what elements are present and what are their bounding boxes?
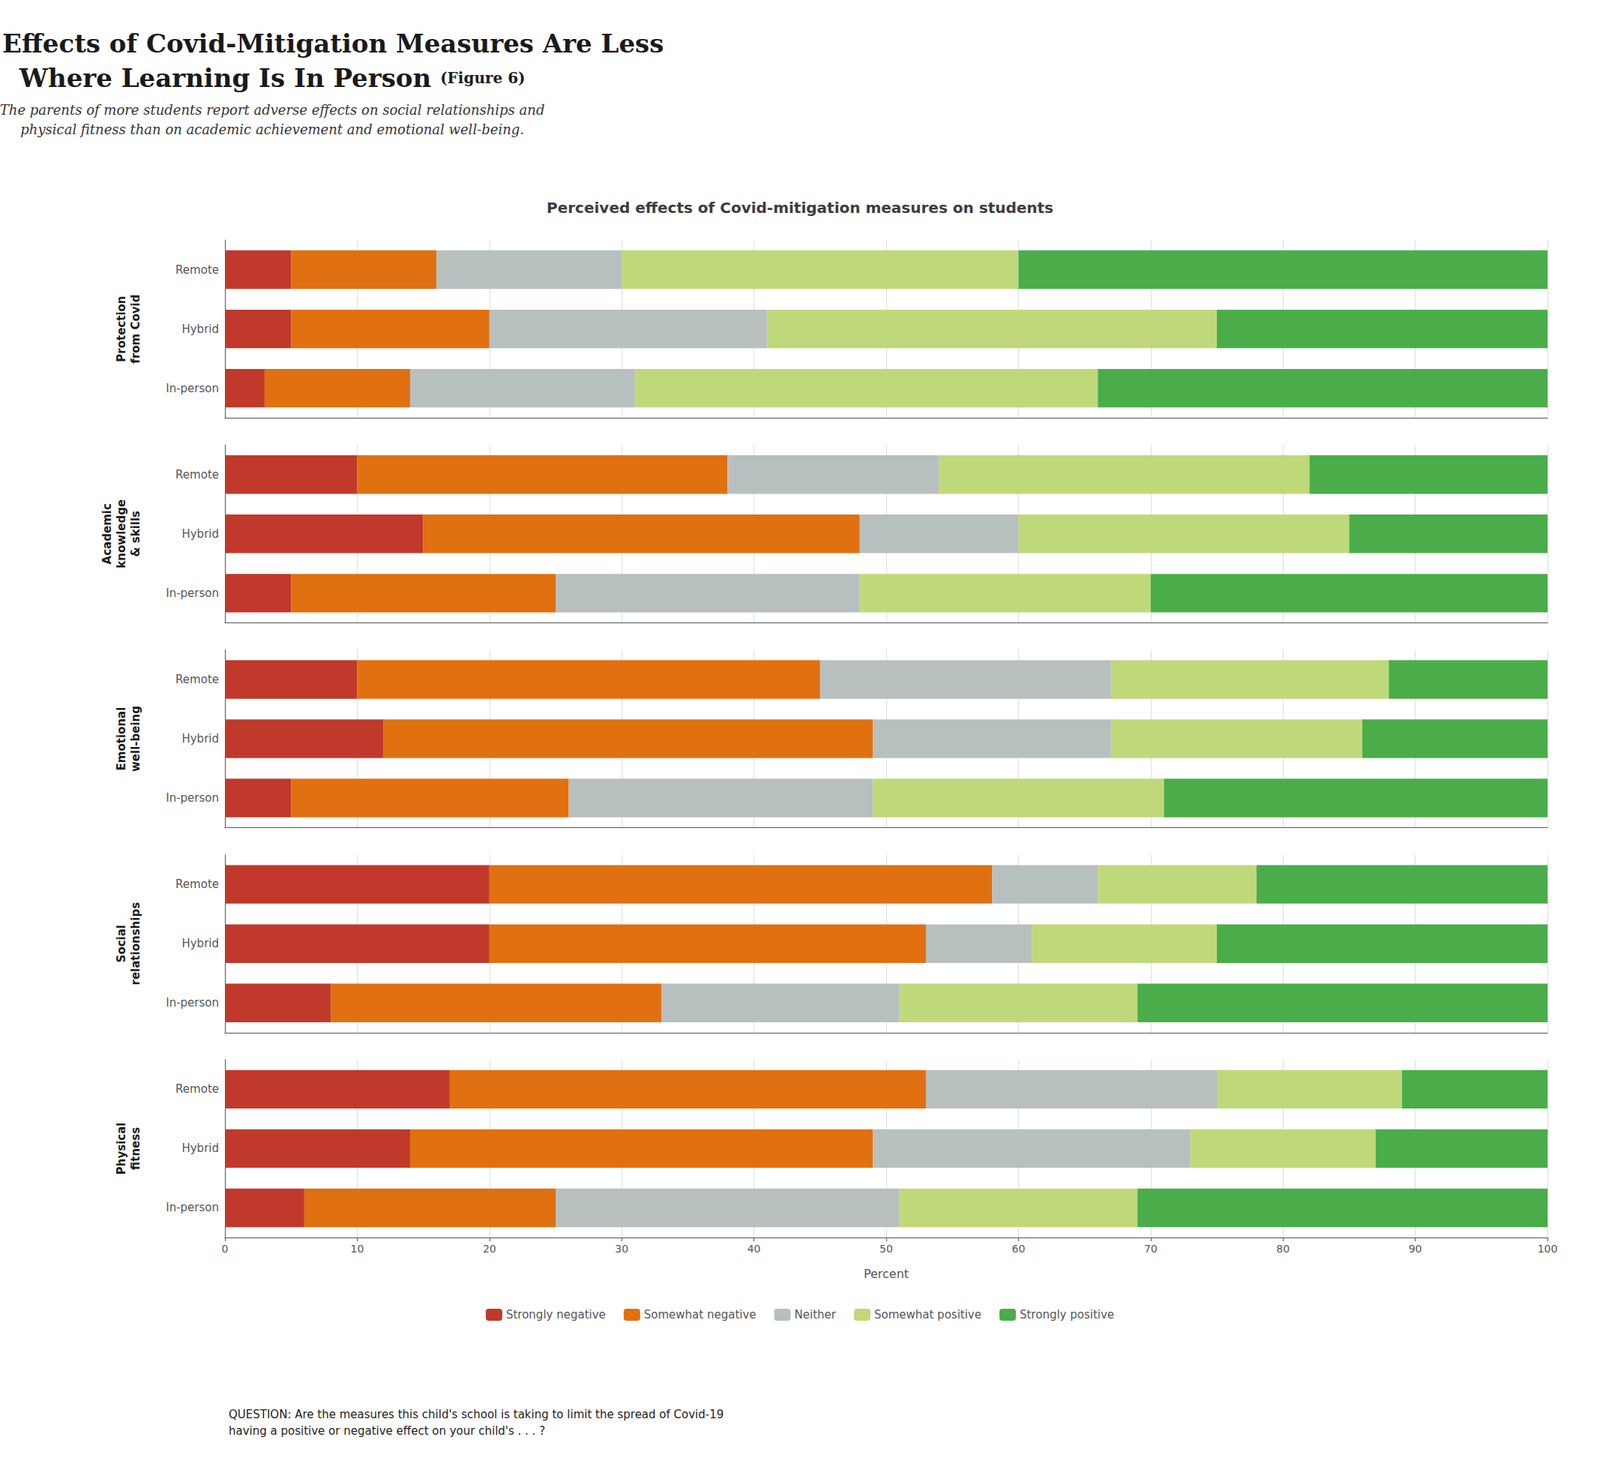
svg-text:60: 60	[1011, 1242, 1025, 1255]
svg-text:90: 90	[1408, 1242, 1423, 1255]
svg-text:Perceived effects of Covid-mit: Perceived effects of Covid-mitigation me…	[546, 198, 1054, 217]
svg-text:having a positive or negative: having a positive or negative effect on …	[228, 1423, 546, 1438]
svg-text:from Covid: from Covid	[128, 294, 143, 364]
svg-text:Strongly negative: Strongly negative	[506, 1307, 606, 1322]
svg-text:Somewhat positive: Somewhat positive	[874, 1307, 982, 1322]
svg-text:10: 10	[350, 1242, 364, 1255]
svg-text:QUESTION: Are the measures thi: QUESTION: Are the measures this child's …	[228, 1407, 724, 1421]
svg-text:Remote: Remote	[175, 877, 219, 891]
svg-text:(Figure 6): (Figure 6)	[440, 68, 525, 87]
svg-text:Neither: Neither	[794, 1307, 837, 1322]
svg-text:fitness: fitness	[128, 1126, 143, 1170]
svg-text:Hybrid: Hybrid	[181, 936, 219, 950]
svg-text:80: 80	[1276, 1242, 1290, 1255]
svg-text:knowledge: knowledge	[114, 499, 129, 569]
svg-text:Academic: Academic	[100, 503, 114, 564]
svg-text:Strongly positive: Strongly positive	[1019, 1307, 1115, 1322]
svg-text:relationships: relationships	[128, 901, 143, 986]
svg-text:In-person: In-person	[165, 1200, 219, 1214]
svg-text:Remote: Remote	[175, 263, 219, 277]
svg-text:Physical: Physical	[114, 1122, 129, 1175]
svg-text:Where Learning Is In Person: Where Learning Is In Person	[18, 62, 432, 93]
svg-text:Hybrid: Hybrid	[181, 731, 219, 746]
svg-text:50: 50	[879, 1242, 893, 1255]
svg-text:Hybrid: Hybrid	[181, 322, 219, 336]
svg-text:physical fitness than on acade: physical fitness than on academic achiev…	[20, 121, 525, 138]
svg-text:Hybrid: Hybrid	[181, 1141, 219, 1155]
svg-text:& skills: & skills	[128, 510, 143, 558]
svg-text:70: 70	[1144, 1242, 1158, 1255]
svg-text:Adverse Effects of Covid-Mitig: Adverse Effects of Covid-Mitigation Meas…	[0, 28, 664, 59]
svg-text:30: 30	[614, 1242, 629, 1255]
svg-text:well-being: well-being	[128, 705, 143, 772]
svg-text:Percent: Percent	[863, 1266, 909, 1281]
svg-text:In-person: In-person	[165, 381, 219, 396]
svg-text:Remote: Remote	[175, 1081, 219, 1096]
svg-text:0: 0	[221, 1242, 229, 1255]
svg-text:Emotional: Emotional	[114, 707, 129, 771]
svg-text:Hybrid: Hybrid	[181, 527, 219, 541]
svg-text:In-person: In-person	[165, 586, 219, 600]
svg-text:40: 40	[747, 1242, 762, 1255]
svg-text:Somewhat negative: Somewhat negative	[644, 1307, 757, 1322]
svg-text:In-person: In-person	[165, 791, 219, 805]
svg-text:Remote: Remote	[175, 467, 219, 482]
svg-text:100: 100	[1537, 1242, 1559, 1255]
svg-text:Remote: Remote	[175, 672, 219, 687]
svg-text:The parents of more students r: The parents of more students report adve…	[0, 101, 545, 118]
svg-text:Protection: Protection	[114, 295, 129, 362]
svg-text:In-person: In-person	[165, 995, 219, 1010]
svg-text:20: 20	[482, 1242, 497, 1255]
svg-text:Social: Social	[114, 924, 129, 962]
